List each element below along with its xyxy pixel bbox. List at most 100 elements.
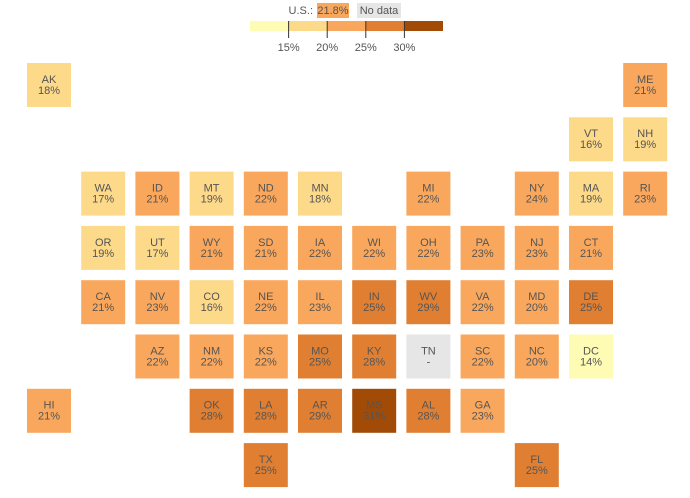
value-label: 17%: [92, 194, 114, 206]
tile: [298, 171, 342, 216]
tile: [135, 171, 180, 216]
tile: [406, 171, 451, 216]
tile: [514, 334, 559, 379]
tile: [298, 225, 342, 270]
tile: [569, 225, 613, 270]
tile: [569, 171, 613, 216]
tile: [189, 388, 234, 433]
value-label: 18%: [309, 194, 331, 206]
tile: [623, 171, 668, 216]
value-label: 25%: [255, 465, 277, 477]
tile: [81, 225, 126, 270]
value-label: 22%: [417, 194, 439, 206]
value-label: 22%: [255, 194, 277, 206]
tile: [189, 334, 234, 379]
legend-bin: [250, 21, 289, 31]
value-label: 19%: [92, 248, 114, 260]
legend-bin: [288, 21, 328, 31]
value-label: 31%: [363, 411, 385, 423]
tile: [514, 225, 559, 270]
state-label: VT: [584, 128, 598, 140]
value-label: 25%: [526, 465, 548, 477]
legend-bin: [404, 21, 443, 31]
state-label: MI: [422, 183, 434, 195]
tile: [352, 388, 397, 433]
tile: [460, 280, 505, 325]
value-label: 22%: [309, 248, 331, 260]
state-label: DE: [583, 291, 598, 303]
value-label: 28%: [255, 411, 277, 423]
value-label: 21%: [255, 248, 277, 260]
tile: [569, 334, 613, 379]
state-label: CA: [96, 291, 112, 303]
no-data-label: No data: [360, 5, 399, 17]
value-label: 28%: [363, 356, 385, 368]
state-label: PA: [476, 237, 491, 249]
us-value: 21.8%: [317, 5, 348, 17]
legend-bin: [365, 21, 405, 31]
value-label: 25%: [363, 302, 385, 314]
legend-tick-label: 15%: [278, 42, 300, 54]
value-label: 28%: [201, 411, 223, 423]
tile: [623, 63, 668, 107]
state-label: CO: [203, 291, 220, 303]
value-label: 22%: [472, 356, 494, 368]
state-label: VA: [476, 291, 491, 303]
no-data-swatch: [357, 3, 401, 18]
us-swatch: [317, 3, 349, 18]
tile: [352, 225, 397, 270]
tile: [406, 280, 451, 325]
tile: [623, 117, 668, 162]
state-label: NH: [637, 128, 653, 140]
legend-tick-label: 30%: [393, 42, 415, 54]
state-label: UT: [150, 237, 165, 249]
value-label: 21%: [634, 85, 656, 97]
state-label: NJ: [530, 237, 543, 249]
value-label: 19%: [580, 194, 602, 206]
tile: [27, 63, 71, 107]
state-label: MT: [204, 183, 220, 195]
value-label: 25%: [309, 356, 331, 368]
value-label: 19%: [634, 139, 656, 151]
legend-tick-label: 20%: [316, 42, 338, 54]
state-label: ID: [152, 183, 163, 195]
value-label: 23%: [634, 194, 656, 206]
state-label: NC: [529, 345, 545, 357]
value-label: 29%: [309, 411, 331, 423]
state-label: OR: [95, 237, 112, 249]
tile: [298, 280, 342, 325]
state-label: DC: [583, 345, 599, 357]
tile: [189, 171, 234, 216]
state-label: IN: [369, 291, 380, 303]
state-label: SC: [475, 345, 490, 357]
value-label: 18%: [38, 85, 60, 97]
value-label: 28%: [417, 411, 439, 423]
value-label: 20%: [526, 302, 548, 314]
state-label: CT: [584, 237, 599, 249]
value-label: 23%: [146, 302, 168, 314]
state-label: NM: [203, 345, 220, 357]
tile: [514, 443, 559, 488]
tile: [135, 225, 180, 270]
tile: [460, 388, 505, 433]
tile: [352, 280, 397, 325]
tile: [352, 334, 397, 379]
state-label: NE: [258, 291, 273, 303]
state-label: OH: [420, 237, 437, 249]
state-label: IL: [315, 291, 324, 303]
tile: [243, 334, 288, 379]
tile: [81, 171, 126, 216]
tile: [514, 171, 559, 216]
tile: [135, 334, 180, 379]
tile: [189, 225, 234, 270]
state-label: AK: [42, 74, 57, 86]
state-label: AZ: [150, 345, 164, 357]
tile: [298, 388, 342, 433]
value-label: -: [427, 356, 431, 368]
state-label: MD: [528, 291, 545, 303]
state-label: MN: [311, 183, 328, 195]
value-label: 16%: [201, 302, 223, 314]
legend-tick-label: 25%: [355, 42, 377, 54]
tile: [460, 334, 505, 379]
